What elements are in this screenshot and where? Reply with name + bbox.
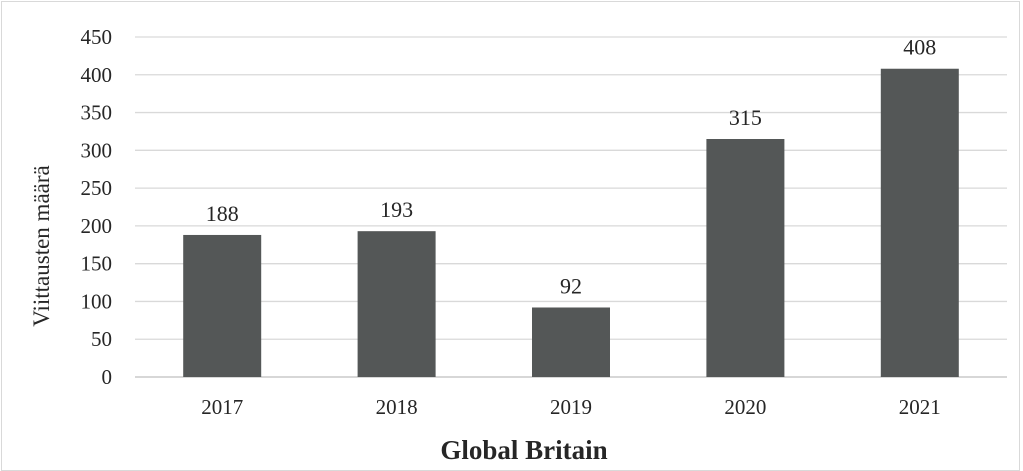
data-label-2019: 92 <box>560 273 582 298</box>
x-axis-title: Global Britain <box>440 435 607 464</box>
y-tick-labels: 0 50 100 150 200 250 300 350 400 450 <box>81 25 113 389</box>
bar-2019 <box>532 307 610 377</box>
x-tick-label-2017: 2017 <box>201 395 243 419</box>
data-label-2018: 193 <box>380 197 413 222</box>
y-tick-label: 150 <box>81 252 113 276</box>
y-tick-label: 450 <box>81 25 113 49</box>
y-tick-label: 250 <box>81 176 113 200</box>
bars <box>183 68 959 377</box>
y-tick-label: 200 <box>81 214 113 238</box>
bar-2020 <box>706 139 785 377</box>
gridlines <box>135 36 1007 378</box>
x-tick-label-2020: 2020 <box>724 395 766 419</box>
x-tick-label-2021: 2021 <box>899 395 941 419</box>
data-label-2021: 408 <box>903 35 936 60</box>
data-labels: 188 193 92 315 408 <box>206 35 937 299</box>
y-tick-label: 300 <box>81 138 113 162</box>
y-tick-label: 100 <box>81 289 113 313</box>
x-tick-label-2019: 2019 <box>550 395 592 419</box>
x-tick-label-2018: 2018 <box>376 395 418 419</box>
y-tick-label: 50 <box>91 327 112 351</box>
bar-2021 <box>880 68 959 377</box>
y-tick-label: 400 <box>81 63 113 87</box>
y-axis-title: Viittausten määrä <box>29 165 54 326</box>
data-label-2020: 315 <box>729 105 762 130</box>
data-label-2017: 188 <box>206 201 239 226</box>
bar-2017 <box>183 234 262 377</box>
y-tick-label: 0 <box>102 365 113 389</box>
y-tick-label: 350 <box>81 101 113 125</box>
bar-2018 <box>357 231 436 377</box>
x-tick-labels: 2017 2018 2019 2020 2021 <box>201 395 941 419</box>
